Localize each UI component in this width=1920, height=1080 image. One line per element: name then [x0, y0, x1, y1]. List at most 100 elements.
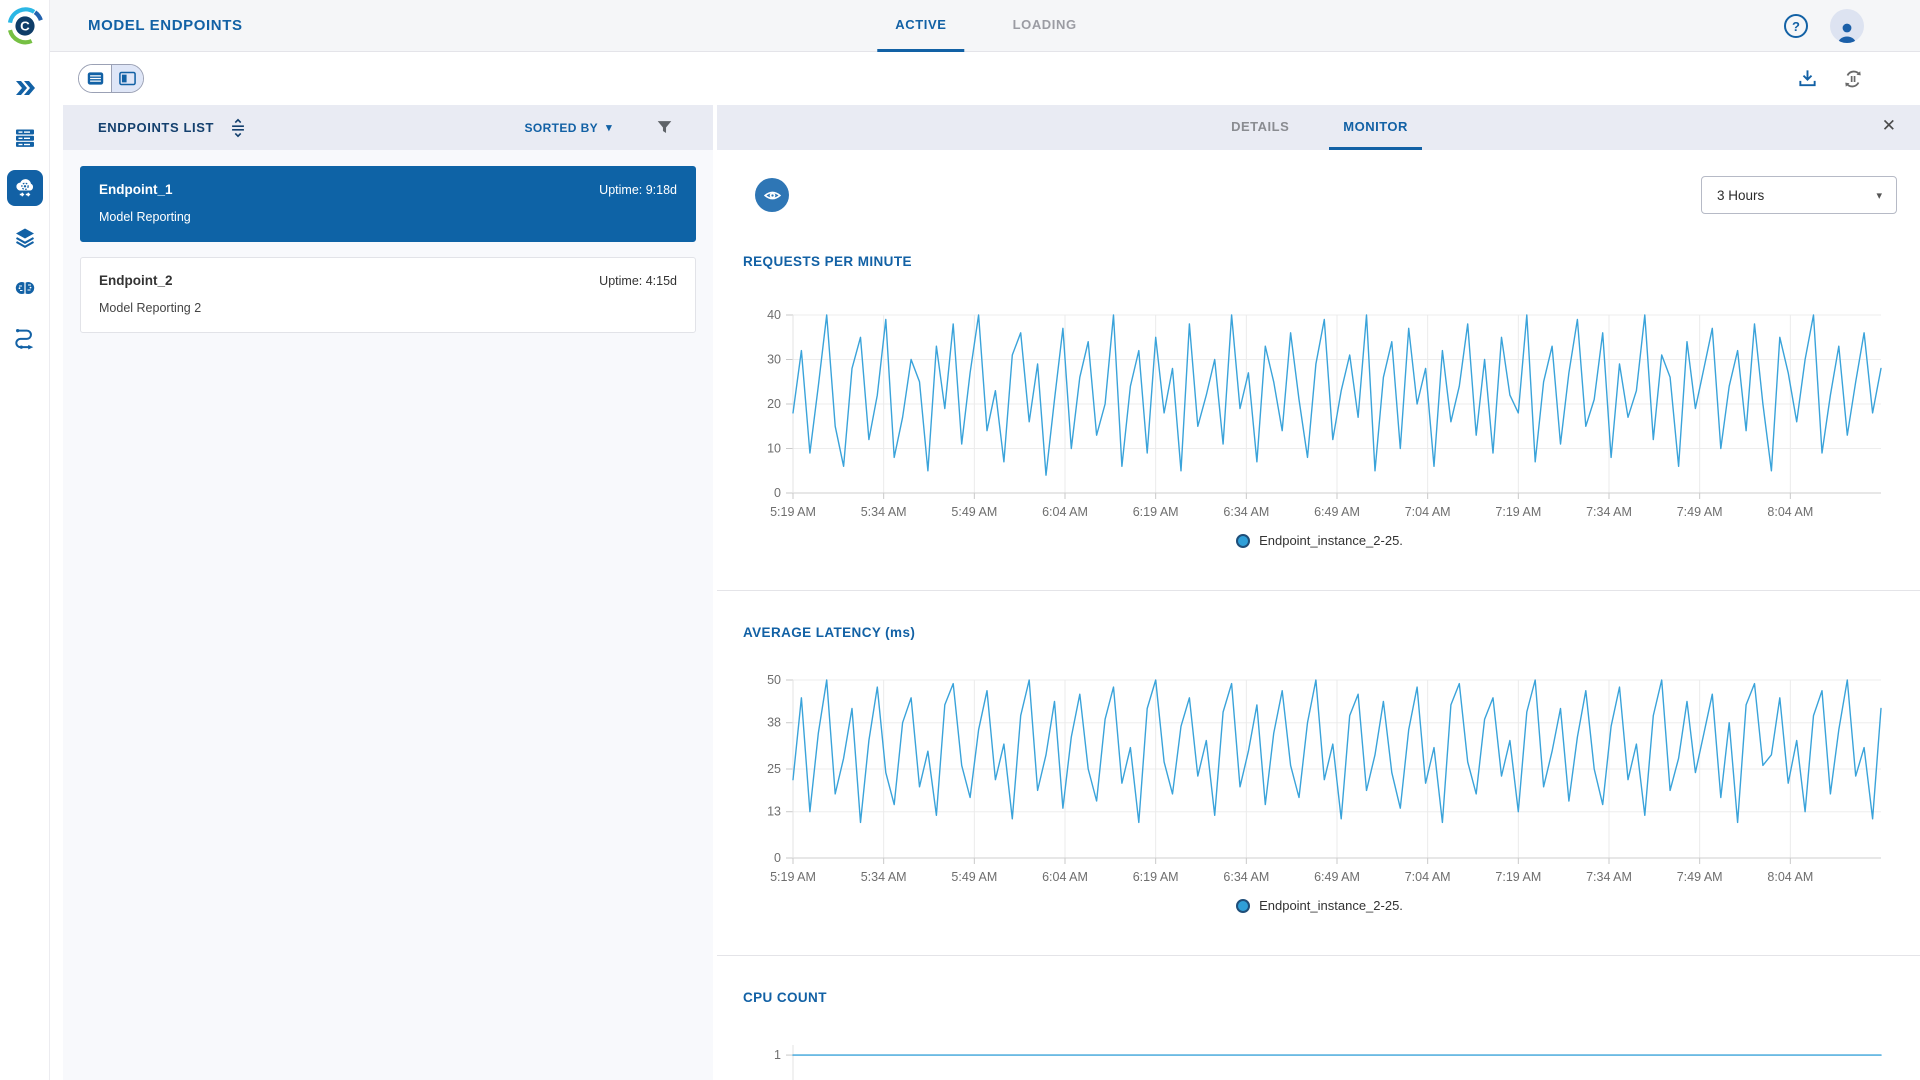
- tab-monitor[interactable]: MONITOR: [1329, 105, 1422, 150]
- help-icon[interactable]: ?: [1784, 14, 1808, 38]
- chart-block: REQUESTS PER MINUTE 40 30 20 10 0 5:19 AM 5:34 …: [717, 214, 1920, 590]
- layers-icon: [15, 228, 34, 248]
- svg-text:7:04 AM: 7:04 AM: [1405, 870, 1451, 884]
- list-view-button[interactable]: [79, 65, 111, 92]
- caret-down-icon: ▾: [606, 122, 612, 134]
- svg-text:5:34 AM: 5:34 AM: [861, 505, 907, 519]
- top-tabs: ACTIVE LOADING: [877, 0, 1094, 52]
- legend-label: Endpoint_instance_2-25.: [1259, 898, 1403, 913]
- svg-text:6:49 AM: 6:49 AM: [1314, 505, 1360, 519]
- view-toggle: [78, 64, 144, 93]
- brain-icon: [15, 282, 34, 294]
- chart-block: AVERAGE LATENCY (ms) 50 38 25 13 0 5:19 AM 5:34…: [717, 590, 1920, 955]
- endpoint-uptime: Uptime: 9:18d: [599, 183, 677, 197]
- svg-text:7:49 AM: 7:49 AM: [1677, 505, 1723, 519]
- time-range-select[interactable]: 3 Hours ▾: [1701, 176, 1897, 214]
- content-area: ENDPOINTS LIST SORTED BY ▾: [50, 105, 1920, 1080]
- sidebar-item-sessions[interactable]: [7, 120, 43, 156]
- sidebar-item-pipelines[interactable]: [7, 320, 43, 356]
- filter-button[interactable]: [656, 119, 673, 136]
- filter-icon: [657, 121, 672, 134]
- svg-text:13: 13: [767, 805, 781, 819]
- time-range-value: 3 Hours: [1717, 187, 1765, 203]
- legend-label: Endpoint_instance_2-25.: [1259, 533, 1403, 548]
- monitor-header: DETAILS MONITOR ✕: [717, 105, 1920, 150]
- endpoint-name: Endpoint_2: [99, 273, 173, 288]
- tab-details[interactable]: DETAILS: [1231, 118, 1290, 134]
- svg-text:50: 50: [767, 673, 781, 687]
- svg-text:6:19 AM: 6:19 AM: [1133, 870, 1179, 884]
- pause-refresh-button[interactable]: [1842, 68, 1864, 90]
- endpoints-list: Endpoint_1 Uptime: 9:18d Model Reporting En…: [63, 150, 713, 1080]
- sidebar-item-machine-learning[interactable]: [7, 270, 43, 306]
- download-icon: [1799, 70, 1816, 87]
- top-right-actions: ?: [1784, 0, 1864, 52]
- svg-text:5:49 AM: 5:49 AM: [951, 870, 997, 884]
- svg-text:5:19 AM: 5:19 AM: [770, 870, 816, 884]
- chart-canvas: 40 30 20 10 0 5:19 AM 5:34 AM 5:49 AM 6:04 AM 6:1…: [767, 308, 1882, 519]
- rail-items: [6, 70, 43, 356]
- svg-text:1: 1: [774, 1048, 781, 1062]
- sort-order-button[interactable]: [228, 118, 248, 138]
- person-icon: [1838, 23, 1856, 43]
- server-icon: [15, 129, 34, 147]
- cloudera-logo[interactable]: C: [0, 0, 50, 52]
- pipeline-icon: [14, 329, 33, 350]
- svg-text:6:49 AM: 6:49 AM: [1314, 870, 1360, 884]
- endpoints-list-title: ENDPOINTS LIST: [98, 120, 215, 135]
- chart-legend[interactable]: Endpoint_instance_2-25.: [743, 533, 1896, 548]
- main-column: MODEL ENDPOINTS ACTIVE LOADING ?: [50, 0, 1920, 1080]
- legend-dot: [1236, 533, 1251, 548]
- left-rail: C: [0, 0, 50, 1080]
- chart-legend[interactable]: Endpoint_instance_2-25.: [743, 898, 1896, 913]
- svg-text:7:19 AM: 7:19 AM: [1495, 870, 1541, 884]
- visibility-button[interactable]: [755, 178, 789, 212]
- monitor-panel: DETAILS MONITOR ✕: [717, 105, 1920, 1080]
- svg-text:7:34 AM: 7:34 AM: [1586, 505, 1632, 519]
- endpoints-list-panel: ENDPOINTS LIST SORTED BY ▾: [63, 105, 713, 1080]
- svg-text:7:49 AM: 7:49 AM: [1677, 870, 1723, 884]
- svg-text:8:04 AM: 8:04 AM: [1767, 505, 1813, 519]
- svg-text:38: 38: [767, 716, 781, 730]
- caret-down-icon: ▾: [1876, 189, 1882, 202]
- page-title: MODEL ENDPOINTS: [88, 17, 243, 34]
- svg-text:6:04 AM: 6:04 AM: [1042, 870, 1088, 884]
- split-view-button[interactable]: [111, 65, 143, 92]
- rows-view-icon: [87, 72, 103, 85]
- charts-container: REQUESTS PER MINUTE 40 30 20 10 0 5:19 AM 5:34 …: [717, 214, 1920, 1080]
- tab-active[interactable]: ACTIVE: [877, 0, 965, 52]
- endpoint-name: Endpoint_1: [99, 182, 173, 197]
- svg-text:7:34 AM: 7:34 AM: [1586, 870, 1632, 884]
- sort-icon: [232, 118, 244, 137]
- tab-loading[interactable]: LOADING: [1012, 17, 1077, 32]
- monitor-body: 3 Hours ▾ REQUESTS PER MINUTE 40 30 20 10 0 5:…: [717, 150, 1920, 1080]
- sidebar-item-layers[interactable]: [7, 220, 43, 256]
- svg-text:0: 0: [774, 486, 781, 500]
- svg-text:6:34 AM: 6:34 AM: [1223, 505, 1269, 519]
- endpoints-list-header: ENDPOINTS LIST SORTED BY ▾: [63, 105, 713, 150]
- endpoint-description: Model Reporting 2: [99, 301, 202, 315]
- svg-text:C: C: [20, 19, 30, 34]
- sorted-by-label: SORTED BY: [524, 120, 599, 135]
- sidebar-item-expand[interactable]: [7, 70, 43, 106]
- endpoint-uptime: Uptime: 4:15d: [599, 274, 677, 288]
- svg-text:0: 0: [774, 851, 781, 865]
- sorted-by-button[interactable]: SORTED BY ▾: [524, 121, 612, 135]
- download-button[interactable]: [1797, 68, 1818, 89]
- svg-text:7:04 AM: 7:04 AM: [1405, 505, 1451, 519]
- svg-text:8:04 AM: 8:04 AM: [1767, 870, 1813, 884]
- cloud-gear-icon: [15, 179, 33, 197]
- close-icon[interactable]: ✕: [1881, 116, 1896, 135]
- sidebar-item-model-endpoints[interactable]: [6, 170, 43, 206]
- svg-text:30: 30: [767, 353, 781, 367]
- svg-text:6:19 AM: 6:19 AM: [1133, 505, 1179, 519]
- pause-refresh-icon: [1845, 70, 1861, 87]
- endpoint-card[interactable]: Endpoint_2 Uptime: 4:15d Model Reporting 2: [80, 257, 696, 333]
- toolbar-right-actions: [1797, 68, 1864, 90]
- cloudera-logo-icon: C: [7, 7, 43, 45]
- endpoint-card[interactable]: Endpoint_1 Uptime: 9:18d Model Reporting: [80, 166, 696, 242]
- chart-canvas: 50 38 25 13 0 5:19 AM 5:34 AM 5:49 AM 6:04 AM 6:1…: [767, 673, 1882, 884]
- double-chevron-right-icon: [15, 81, 35, 95]
- user-avatar[interactable]: [1830, 9, 1864, 43]
- chart-title: AVERAGE LATENCY (ms): [743, 625, 916, 640]
